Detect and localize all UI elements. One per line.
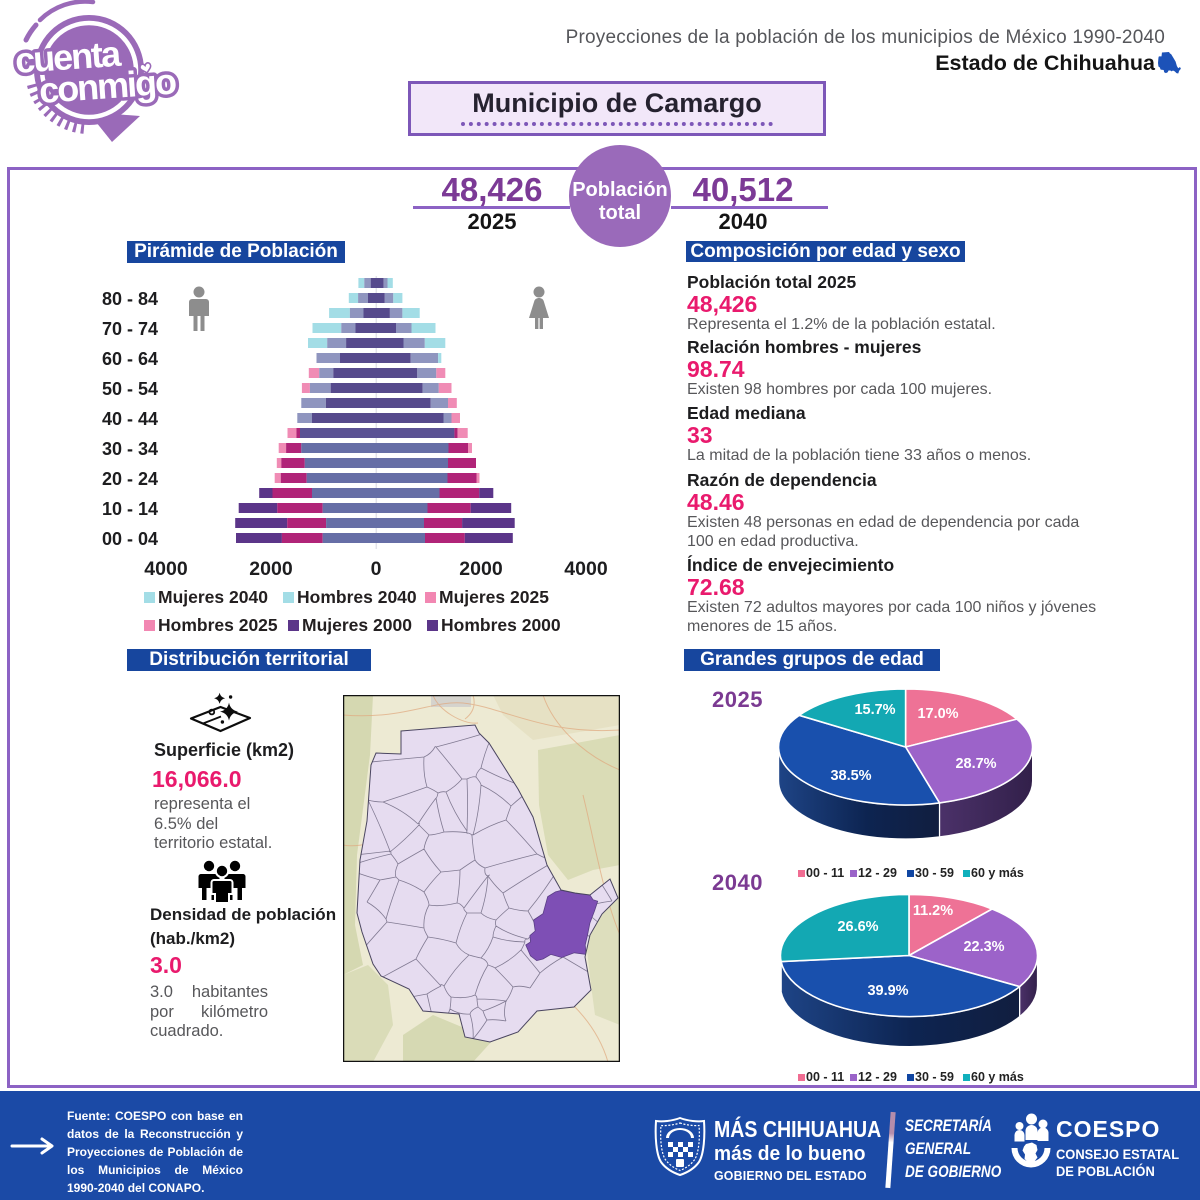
- svg-text:39.9%: 39.9%: [867, 983, 908, 999]
- svg-text:38.5%: 38.5%: [830, 768, 871, 784]
- svg-text:28.7%: 28.7%: [955, 756, 996, 772]
- svg-text:15.7%: 15.7%: [854, 702, 895, 718]
- svg-text:26.6%: 26.6%: [837, 919, 878, 935]
- svg-text:22.3%: 22.3%: [963, 939, 1004, 955]
- svg-text:11.2%: 11.2%: [913, 903, 953, 919]
- svg-text:17.0%: 17.0%: [917, 706, 958, 722]
